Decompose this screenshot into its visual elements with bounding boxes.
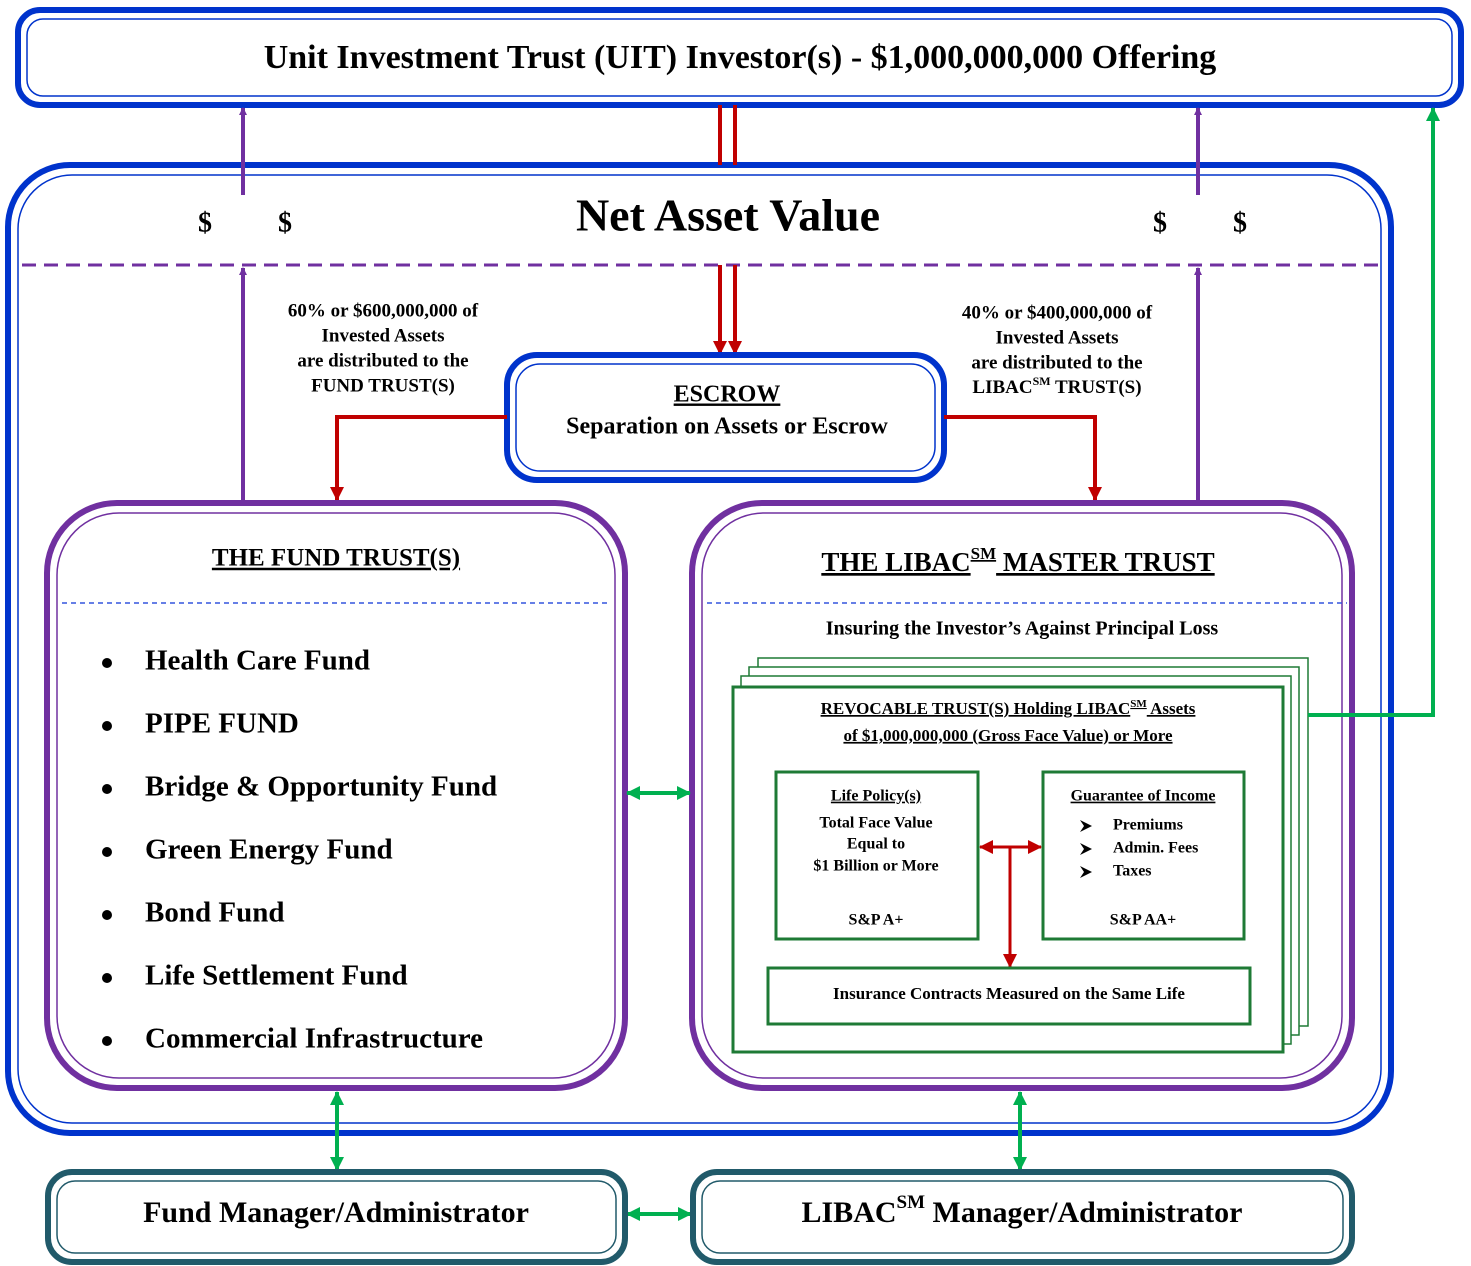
fund-manager-box-inner — [56, 1180, 617, 1254]
libac-manager-box-inner — [701, 1180, 1344, 1254]
superscript: SM — [897, 1192, 926, 1213]
life-policy-rating: S&P A+ — [849, 912, 904, 929]
nav-box — [5, 162, 1394, 1136]
libac-subtitle: Insuring the Investor’s Against Principa… — [826, 618, 1219, 640]
guarantee-item: Admin. Fees — [1113, 840, 1198, 857]
note-line: Invested Assets — [996, 327, 1119, 348]
superscript: SM — [1033, 374, 1051, 388]
revocable-line: of $1,000,000,000 (Gross Face Value) or … — [843, 726, 1173, 745]
text-part: REVOCABLE TRUST(S) Holding LIBAC — [821, 699, 1131, 718]
guarantee-box — [1041, 770, 1246, 941]
arrow — [330, 415, 507, 501]
text-part: THE LIBAC — [821, 547, 970, 577]
bullet — [102, 784, 112, 794]
note-line: are distributed to the — [297, 350, 468, 371]
contracts-label: Insurance Contracts Measured on the Same… — [833, 984, 1185, 1003]
nav-title: Net Asset Value — [576, 190, 880, 241]
arrow — [1308, 107, 1440, 717]
libac-manager: LIBACSM Manager/Administrator — [802, 1192, 1243, 1229]
guarantee-rating: S&P AA+ — [1110, 912, 1176, 929]
revocable-line: REVOCABLE TRUST(S) Holding LIBACSM Asset… — [821, 698, 1196, 718]
fund-item: Commercial Infrastructure — [145, 1023, 483, 1055]
dollar: $ — [1233, 207, 1247, 238]
fund-item: PIPE FUND — [145, 708, 299, 740]
libac-manager-box — [690, 1169, 1355, 1265]
fund-item: Bond Fund — [145, 897, 284, 929]
investor-box-inner — [26, 18, 1453, 97]
right-note: 40% or $400,000,000 of Invested Assets a… — [962, 302, 1153, 398]
investor-title: Unit Investment Trust (UIT) Investor(s) … — [264, 39, 1217, 76]
life-policy-box — [774, 770, 980, 941]
bullet — [102, 721, 112, 731]
fund-trust-title: THE FUND TRUST(S) — [212, 545, 460, 572]
libac-trust-title: THE LIBACSM MASTER TRUST — [821, 544, 1214, 577]
bullet — [102, 910, 112, 920]
bullet — [102, 658, 112, 668]
dollar: $ — [1153, 207, 1167, 238]
bullet — [102, 1036, 112, 1046]
superscript: SM — [1130, 698, 1147, 710]
fund-trust-box — [44, 500, 628, 1091]
life-policy-line: $1 Billion or More — [813, 858, 938, 875]
note-line: FUND TRUST(S) — [311, 375, 455, 396]
bullet — [1080, 820, 1092, 832]
fund-item: Bridge & Opportunity Fund — [145, 771, 497, 803]
arrow — [944, 415, 1102, 501]
fund-manager: Fund Manager/Administrator — [143, 1196, 529, 1229]
nav-box-inner — [17, 174, 1382, 1124]
escrow-subtitle: Separation on Assets or Escrow — [566, 414, 888, 440]
left-note: 60% or $600,000,000 of Invested Assets a… — [288, 300, 479, 396]
fund-list: Health Care Fund PIPE FUND Bridge & Opport… — [102, 645, 497, 1055]
escrow-box-inner — [515, 363, 936, 472]
life-policy-title: Life Policy(s) — [831, 788, 921, 805]
fund-item: Health Care Fund — [145, 645, 370, 677]
bullet — [1080, 866, 1092, 878]
note-line: are distributed to the — [971, 352, 1142, 373]
text-part: LIBAC — [972, 377, 1032, 398]
bullet — [102, 847, 112, 857]
libac-trust-box-inner — [701, 512, 1343, 1079]
text-part: TRUST(S) — [1051, 377, 1142, 398]
fund-manager-box — [45, 1169, 628, 1265]
text-part: Assets — [1147, 699, 1196, 718]
fund-item: Life Settlement Fund — [145, 960, 408, 992]
bullet — [102, 973, 112, 983]
guarantee-item: Taxes — [1113, 863, 1152, 880]
guarantee-title: Guarantee of Income — [1071, 788, 1216, 805]
life-policy-line: Total Face Value — [819, 815, 932, 832]
life-policy-line: Equal to — [847, 836, 905, 853]
note-line: LIBACSM TRUST(S) — [972, 374, 1141, 399]
bullet — [1080, 843, 1092, 855]
note-line: 60% or $600,000,000 of — [288, 300, 479, 321]
note-line: 40% or $400,000,000 of — [962, 302, 1153, 323]
superscript: SM — [971, 544, 997, 563]
text-part: MASTER TRUST — [996, 547, 1215, 577]
fund-item: Green Energy Fund — [145, 834, 393, 866]
contracts-box — [766, 966, 1252, 1026]
dollar: $ — [198, 207, 212, 238]
text-part: LIBAC — [802, 1196, 897, 1229]
dollar: $ — [278, 207, 292, 238]
investor-box — [15, 7, 1464, 108]
guarantee-item: Premiums — [1113, 817, 1183, 834]
text-part: Manager/Administrator — [925, 1196, 1242, 1229]
escrow-title: ESCROW — [674, 382, 781, 408]
guarantee-list: Premiums Admin. Fees Taxes — [1080, 817, 1198, 880]
note-line: Invested Assets — [322, 325, 445, 346]
fund-trust-box-inner — [56, 512, 616, 1079]
